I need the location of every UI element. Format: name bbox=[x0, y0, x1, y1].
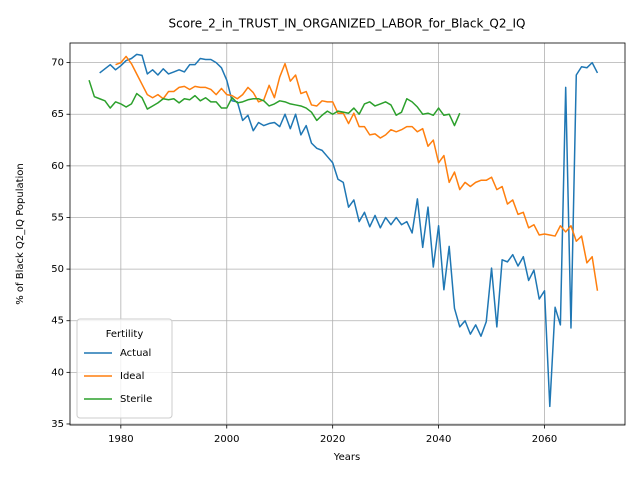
y-tick-label: 65 bbox=[51, 109, 64, 120]
x-tick-label: 2000 bbox=[214, 434, 239, 445]
series-line bbox=[88, 79, 461, 127]
plot-frame bbox=[69, 42, 626, 426]
chart-title: Score_2_in_TRUST_IN_ORGANIZED_LABOR_for_… bbox=[169, 17, 526, 31]
series-line bbox=[99, 53, 599, 408]
legend-box bbox=[76, 318, 173, 419]
legend-label: Ideal bbox=[120, 371, 144, 382]
y-tick-label: 50 bbox=[51, 264, 64, 275]
legend-label: Sterile bbox=[120, 394, 152, 405]
y-tick-label: 70 bbox=[51, 58, 64, 69]
y-tick-label: 45 bbox=[51, 316, 64, 327]
legend-label: Actual bbox=[120, 348, 151, 359]
y-tick-label: 35 bbox=[51, 419, 64, 430]
y-tick-label: 40 bbox=[51, 367, 64, 378]
legend-title: Fertility bbox=[106, 329, 144, 340]
y-tick-label: 55 bbox=[51, 212, 64, 223]
series-line bbox=[115, 55, 599, 291]
x-tick-label: 1980 bbox=[108, 434, 133, 445]
x-axis-label: Years bbox=[333, 452, 360, 463]
x-tick-label: 2040 bbox=[426, 434, 451, 445]
x-tick-label: 2020 bbox=[320, 434, 345, 445]
x-tick-label: 2060 bbox=[532, 434, 557, 445]
y-tick-label: 60 bbox=[51, 161, 64, 172]
y-axis-label: % of Black Q2_IQ Population bbox=[15, 163, 26, 305]
